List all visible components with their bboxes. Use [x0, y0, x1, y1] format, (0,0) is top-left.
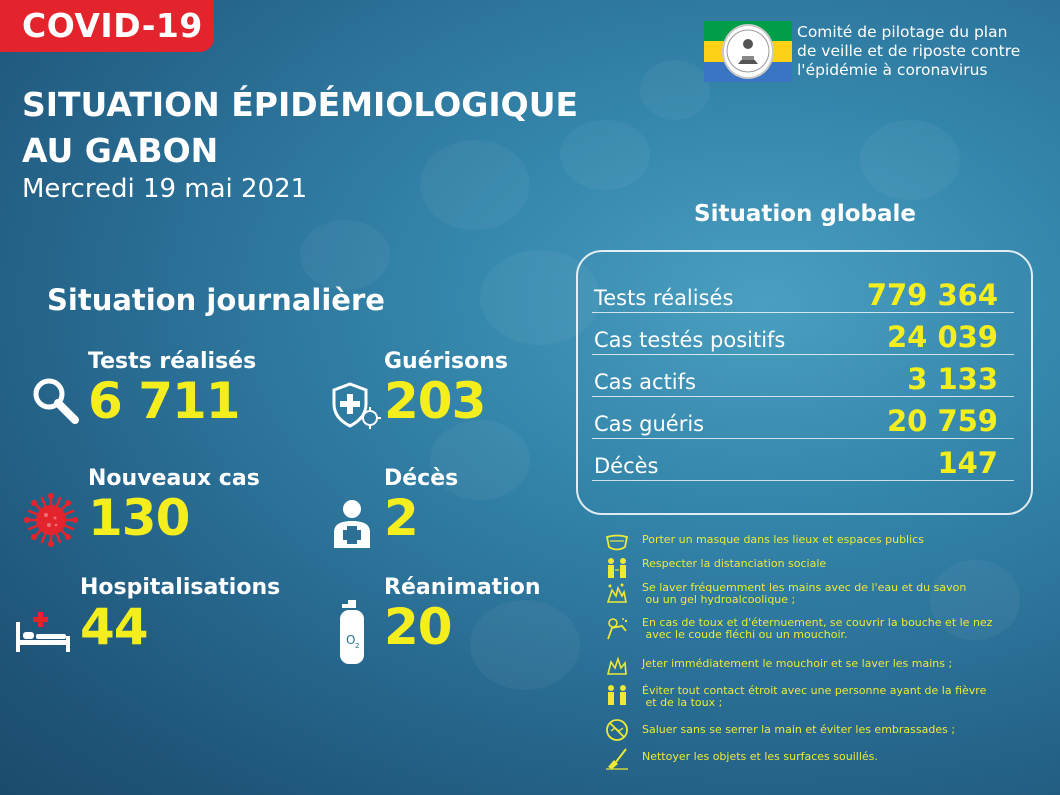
global-row: Cas testés positifs 24 039	[592, 313, 1014, 355]
committee-line: Comité de pilotage du plan	[797, 23, 1008, 41]
covid-badge: COVID-19	[0, 0, 214, 52]
stat-label: Nouveaux cas	[88, 466, 260, 491]
stat-deaths: Décès 2	[384, 466, 458, 545]
mask-icon	[604, 531, 630, 555]
stat-new-cases: Nouveaux cas 130	[88, 466, 260, 545]
advice-line: et de la toux ;	[642, 696, 723, 709]
svg-text:2: 2	[355, 642, 359, 650]
advice-line: Respecter la distanciation sociale	[642, 557, 827, 570]
background-blob	[860, 120, 960, 200]
advice-line: Éviter tout contact étroit avec une pers…	[642, 684, 987, 697]
advice-text: Éviter tout contact étroit avec une pers…	[642, 685, 1042, 709]
advice-line: Se laver fréquemment les mains avec de l…	[642, 581, 967, 594]
global-row: Cas actifs 3 133	[592, 355, 1014, 397]
stat-value: 44	[80, 598, 149, 656]
shield-cross-icon	[330, 380, 382, 436]
global-panel	[576, 250, 1033, 515]
global-row-label: Décès	[594, 454, 659, 478]
global-row-label: Cas testés positifs	[594, 328, 786, 352]
stat-value: 20	[384, 598, 453, 656]
person-cross-icon	[332, 498, 372, 554]
tissue-icon	[604, 654, 630, 678]
global-row-label: Cas guéris	[594, 412, 705, 436]
page-title: SITUATION ÉPIDÉMIOLOGIQUE AU GABON	[22, 82, 578, 174]
background-blob	[470, 600, 580, 690]
global-row: Tests réalisés 779 364	[592, 271, 1014, 313]
stat-label: Tests réalisés	[88, 349, 257, 374]
global-row: Décès 147	[592, 439, 1014, 481]
advice-text: En cas de toux et d'éternuement, se couv…	[642, 617, 1042, 641]
gabon-seal-icon	[722, 24, 774, 79]
cleaning-icon	[604, 746, 630, 770]
background-blob	[300, 220, 390, 290]
background-blob	[640, 60, 710, 120]
global-row-label: Tests réalisés	[594, 286, 734, 310]
global-row-value: 20 759	[887, 404, 998, 438]
distancing-icon	[604, 556, 630, 580]
svg-text:O: O	[346, 633, 355, 647]
stat-hospitalisations: Hospitalisations 44	[80, 575, 280, 654]
advice-text: Saluer sans se serrer la main et éviter …	[642, 724, 1042, 736]
gabon-emblem	[704, 21, 792, 82]
daily-heading: Situation journalière	[47, 283, 385, 317]
committee-name: Comité de pilotage du plan de veille et …	[797, 23, 1057, 80]
advice-line: ou un gel hydroalcoolique ;	[642, 593, 796, 606]
committee-line: de veille et de riposte contre	[797, 42, 1021, 60]
advice-line: Saluer sans se serrer la main et éviter …	[642, 723, 956, 736]
stat-value: 6 711	[88, 372, 241, 430]
advice-text: Porter un masque dans les lieux et espac…	[642, 534, 1042, 546]
hospital-bed-icon	[14, 610, 72, 658]
advice-line: Porter un masque dans les lieux et espac…	[642, 533, 924, 546]
background-blob	[930, 560, 1020, 640]
handwash-icon	[604, 582, 630, 606]
global-row-value: 3 133	[907, 362, 998, 396]
global-row-value: 24 039	[887, 320, 998, 354]
magnifier-icon	[30, 375, 80, 429]
title-line: SITUATION ÉPIDÉMIOLOGIQUE	[22, 85, 579, 124]
stat-value: 203	[384, 372, 486, 430]
global-row-label: Cas actifs	[594, 370, 696, 394]
stat-recoveries: Guérisons 203	[384, 349, 508, 428]
global-row: Cas guéris 20 759	[592, 397, 1014, 439]
advice-text: Se laver fréquemment les mains avec de l…	[642, 582, 1042, 606]
advice-line: Jeter immédiatement le mouchoir et se la…	[642, 657, 953, 670]
advice-text: Jeter immédiatement le mouchoir et se la…	[642, 658, 1042, 670]
oxygen-tank-icon: O 2	[338, 600, 366, 670]
advice-line: Nettoyer les objets et les surfaces soui…	[642, 750, 878, 763]
no-handshake-icon	[604, 718, 630, 742]
stat-label: Guérisons	[384, 349, 508, 374]
avoid-contact-icon	[604, 683, 630, 707]
title-line: AU GABON	[22, 131, 219, 170]
advice-line: avec le coude fléchi ou un mouchoir.	[642, 628, 848, 641]
background-blob	[420, 140, 530, 230]
stat-label: Hospitalisations	[80, 575, 281, 600]
stat-label: Réanimation	[384, 575, 541, 600]
report-date: Mercredi 19 mai 2021	[22, 174, 308, 204]
committee-line: l'épidémie à coronavirus	[797, 61, 988, 79]
advice-line: En cas de toux et d'éternuement, se couv…	[642, 616, 993, 629]
global-row-value: 147	[937, 446, 998, 480]
stat-value: 2	[384, 489, 419, 547]
background-blob	[430, 420, 530, 500]
advice-text: Nettoyer les objets et les surfaces soui…	[642, 751, 1042, 763]
stat-value: 130	[88, 489, 190, 547]
stat-icu: Réanimation 20	[384, 575, 541, 654]
cough-icon	[604, 617, 630, 641]
virus-icon	[24, 493, 78, 551]
global-row-value: 779 364	[866, 278, 998, 312]
advice-text: Respecter la distanciation sociale	[642, 558, 1042, 570]
stat-label: Décès	[384, 466, 459, 491]
global-heading: Situation globale	[694, 201, 917, 227]
stat-tests: Tests réalisés 6 711	[88, 349, 256, 428]
background-blob	[560, 120, 650, 190]
